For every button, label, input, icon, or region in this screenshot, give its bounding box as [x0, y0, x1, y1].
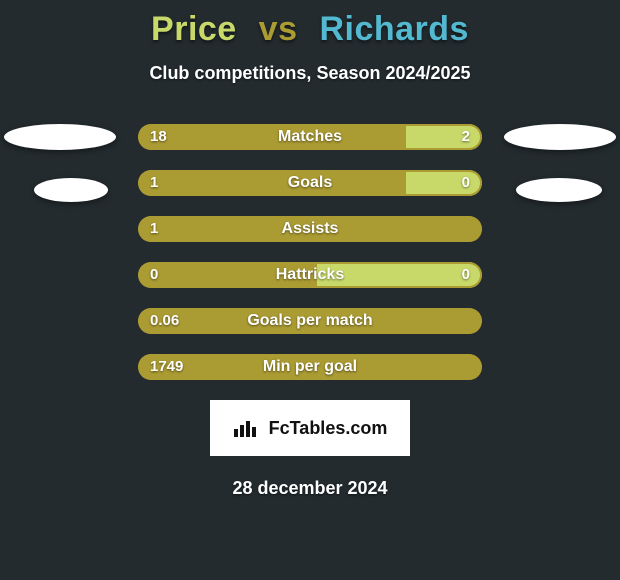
stat-row: Hattricks00 [138, 262, 482, 288]
headline-player2: Richards [319, 10, 469, 48]
stat-row: Assists1 [138, 216, 482, 242]
stat-seg-player1 [138, 216, 482, 242]
stat-seg-player1 [138, 308, 482, 334]
stat-seg-player1 [138, 354, 482, 380]
stat-seg-player2 [406, 170, 482, 196]
stat-seg-player1 [138, 124, 406, 150]
snapshot-date: 28 december 2024 [0, 478, 620, 499]
stat-seg-player1 [138, 170, 406, 196]
stat-row: Matches182 [138, 124, 482, 150]
source-logo-text: FcTables.com [269, 418, 388, 439]
subtitle: Club competitions, Season 2024/2025 [0, 63, 620, 84]
stat-seg-player1 [138, 262, 317, 288]
stat-row: Min per goal1749 [138, 354, 482, 380]
stat-seg-player2 [317, 262, 482, 288]
headline-player1: Price [151, 10, 237, 48]
stat-rows: Matches182 Goals10 Assists1 Hattricks00 Goal… [0, 124, 620, 380]
placeholder-oval [504, 124, 616, 150]
comparison-card: Price vs Richards Club competitions, Sea… [0, 0, 620, 580]
placeholder-oval [4, 124, 116, 150]
stat-seg-player2 [406, 124, 482, 150]
headline-vs: vs [259, 10, 298, 48]
headline: Price vs Richards [0, 10, 620, 49]
placeholder-oval [516, 178, 602, 202]
stat-row: Goals per match0.06 [138, 308, 482, 334]
stat-row: Goals10 [138, 170, 482, 196]
bar-chart-icon [233, 418, 261, 438]
source-logo: FcTables.com [210, 400, 410, 456]
placeholder-oval [34, 178, 108, 202]
